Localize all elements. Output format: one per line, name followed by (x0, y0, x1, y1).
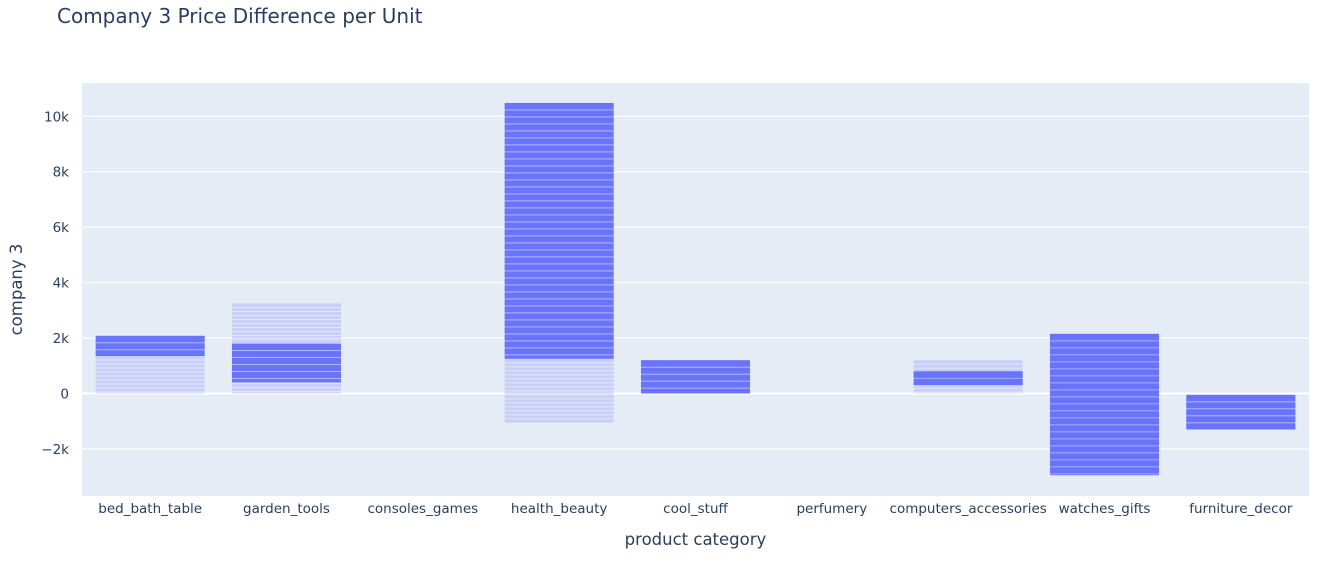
y-tick-label: −2k (41, 442, 69, 458)
bar-segment-group (504, 102, 614, 359)
x-tick-label: bed_bath_table (98, 501, 202, 517)
bar-segment (1186, 394, 1296, 430)
bar-segment-group (913, 371, 1023, 386)
bar-segment (1049, 333, 1160, 476)
x-axis-title: product category (625, 530, 767, 549)
x-tick-label: computers_accessories (890, 501, 1047, 517)
y-tick-label: 4k (53, 276, 70, 292)
x-tick-label: furniture_decor (1189, 501, 1293, 517)
bar-segment-group (504, 358, 614, 423)
bar-segment-group (231, 343, 342, 383)
y-tick-labels: −2k 0 2k 4k 6k 8k 10k (41, 109, 69, 458)
y-tick-label: 8k (53, 165, 70, 181)
bar-segment-group (1186, 394, 1296, 430)
y-tick-label: 0 (60, 386, 69, 402)
y-tick-label: 6k (53, 220, 70, 236)
x-tick-label: watches_gifts (1059, 501, 1151, 517)
bars (95, 102, 1296, 476)
bar-segment-group (95, 356, 205, 394)
bar-segment (231, 343, 342, 383)
bar-segment-group (640, 360, 751, 394)
bar-segment-group (1049, 333, 1160, 476)
bar-segment-group (95, 335, 205, 357)
chart-title: Company 3 Price Difference per Unit (57, 4, 423, 28)
x-tick-label: consoles_games (367, 501, 478, 517)
bar-segment (504, 102, 614, 359)
y-tick-label: 2k (53, 331, 70, 347)
bar-segment (95, 335, 205, 357)
x-tick-label: garden_tools (243, 501, 330, 517)
x-tick-label: health_beauty (511, 501, 607, 517)
bar-segment (95, 356, 205, 394)
x-tick-label: cool_stuff (663, 501, 728, 517)
x-tick-label: perfumery (796, 501, 867, 517)
x-tick-labels: bed_bath_table garden_tools consoles_games… (98, 501, 1293, 517)
y-tick-label: 10k (44, 109, 69, 125)
y-axis-title: company 3 (7, 244, 26, 336)
